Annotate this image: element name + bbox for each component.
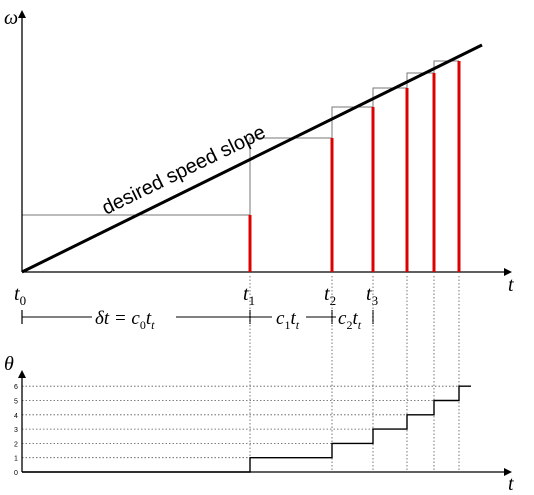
angle-level-labels: 0 1 2 3 4 5 6 — [14, 384, 18, 477]
interval-label-1: c1tt — [276, 308, 300, 332]
interval-bracket — [21, 310, 374, 324]
time-label-t1: t1 — [243, 283, 255, 308]
time-axis-label-bottom: t — [508, 473, 514, 495]
time-label-t3: t3 — [366, 283, 378, 308]
time-label-t0: t0 — [14, 283, 26, 308]
angle-level-label-0: 0 — [14, 470, 18, 477]
slope-label: desired speed slope — [99, 121, 270, 219]
time-axis-label-top: t — [508, 274, 514, 296]
time-label-t2: t2 — [324, 283, 336, 308]
angle-level-label-6: 6 — [14, 384, 18, 391]
angle-level-label-2: 2 — [14, 441, 18, 448]
top-plot: desired speed slope ω t t0 t1 t2 t3 δt =… — [4, 7, 514, 332]
interval-label-0: δt = c0tt — [95, 308, 155, 332]
angle-level-lines — [22, 385, 459, 459]
angle-level-label-3: 3 — [14, 427, 18, 434]
angle-level-label-5: 5 — [14, 399, 18, 406]
angle-staircase — [22, 385, 471, 473]
interval-label-2: c2tt — [338, 308, 362, 332]
theta-axis-label: θ — [4, 353, 14, 375]
omega-axis-label: ω — [4, 7, 18, 29]
time-connectors — [249, 276, 460, 472]
desired-speed-slope-line — [21, 43, 483, 274]
angle-level-label-1: 1 — [14, 456, 18, 463]
angle-level-label-4: 4 — [14, 413, 18, 420]
speed-impulses — [248, 61, 461, 272]
bottom-plot: 0 1 2 3 4 5 6 θ t — [4, 353, 514, 495]
